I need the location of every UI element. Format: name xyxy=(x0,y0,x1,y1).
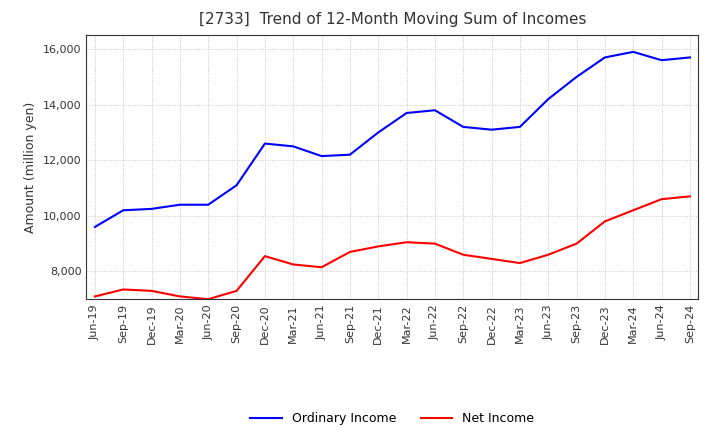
Net Income xyxy=(261,253,269,259)
Net Income xyxy=(487,256,496,261)
Net Income xyxy=(685,194,694,199)
Ordinary Income xyxy=(204,202,212,207)
Line: Net Income: Net Income xyxy=(95,196,690,299)
Net Income xyxy=(657,197,666,202)
Net Income xyxy=(204,297,212,302)
Ordinary Income xyxy=(600,55,609,60)
Net Income xyxy=(374,244,382,249)
Ordinary Income xyxy=(261,141,269,146)
Net Income xyxy=(402,240,411,245)
Ordinary Income xyxy=(176,202,184,207)
Ordinary Income xyxy=(487,127,496,132)
Net Income xyxy=(91,294,99,299)
Ordinary Income xyxy=(119,208,127,213)
Ordinary Income xyxy=(402,110,411,116)
Net Income xyxy=(516,260,524,266)
Title: [2733]  Trend of 12-Month Moving Sum of Incomes: [2733] Trend of 12-Month Moving Sum of I… xyxy=(199,12,586,27)
Net Income xyxy=(176,294,184,299)
Ordinary Income xyxy=(91,224,99,230)
Net Income xyxy=(119,287,127,292)
Y-axis label: Amount (million yen): Amount (million yen) xyxy=(24,102,37,233)
Legend: Ordinary Income, Net Income: Ordinary Income, Net Income xyxy=(246,407,539,430)
Line: Ordinary Income: Ordinary Income xyxy=(95,52,690,227)
Ordinary Income xyxy=(685,55,694,60)
Ordinary Income xyxy=(657,58,666,63)
Net Income xyxy=(431,241,439,246)
Ordinary Income xyxy=(572,74,581,80)
Ordinary Income xyxy=(459,124,467,129)
Net Income xyxy=(544,252,552,257)
Ordinary Income xyxy=(544,96,552,102)
Net Income xyxy=(572,241,581,246)
Net Income xyxy=(148,288,156,293)
Ordinary Income xyxy=(346,152,354,158)
Ordinary Income xyxy=(318,154,326,159)
Net Income xyxy=(346,249,354,255)
Net Income xyxy=(600,219,609,224)
Ordinary Income xyxy=(233,183,241,188)
Net Income xyxy=(459,252,467,257)
Net Income xyxy=(233,288,241,293)
Ordinary Income xyxy=(289,144,297,149)
Ordinary Income xyxy=(374,130,382,135)
Ordinary Income xyxy=(516,124,524,129)
Ordinary Income xyxy=(629,49,637,55)
Ordinary Income xyxy=(148,206,156,212)
Ordinary Income xyxy=(431,108,439,113)
Net Income xyxy=(289,262,297,267)
Net Income xyxy=(318,264,326,270)
Net Income xyxy=(629,208,637,213)
